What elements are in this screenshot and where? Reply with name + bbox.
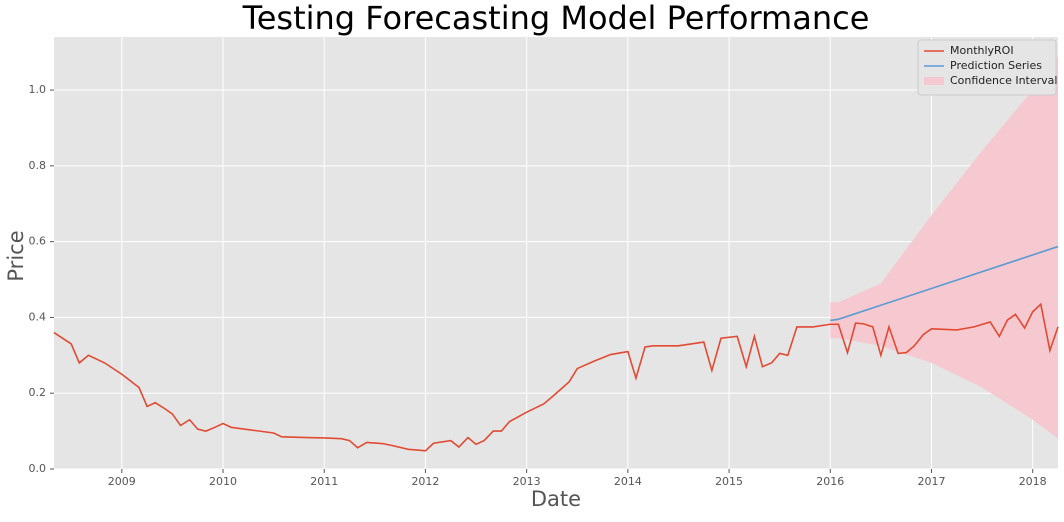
x-tick-label: 2017 (917, 475, 945, 488)
y-tick-label: 0.2 (29, 386, 47, 399)
legend-swatch (924, 77, 944, 85)
plot-area (54, 37, 1058, 469)
y-tick-label: 0.0 (29, 462, 47, 475)
line (830, 245, 1059, 322)
x-tick-label: 2009 (108, 475, 136, 488)
x-tick-label: 2013 (513, 475, 541, 488)
y-axis-label: Price (4, 230, 28, 281)
x-tick-label: 2018 (1019, 475, 1047, 488)
legend-label: Confidence Interval (950, 74, 1057, 87)
legend-label: Prediction Series (950, 59, 1042, 72)
x-tick-label: 2015 (715, 475, 743, 488)
x-tick-label: 2016 (816, 475, 844, 488)
x-tick-label: 2010 (209, 475, 237, 488)
x-axis-label: Date (531, 487, 581, 511)
y-tick-label: 1.0 (29, 83, 47, 96)
legend-box (917, 39, 1057, 96)
y-tick-label: 0.6 (29, 235, 47, 248)
confidence-band (830, 55, 1058, 439)
y-tick-label: 0.8 (29, 159, 47, 172)
x-tick-label: 2011 (310, 475, 338, 488)
chart-title: Testing Forecasting Model Performance (242, 0, 870, 37)
x-tick-label: 2012 (411, 475, 439, 488)
y-tick-label: 0.4 (29, 310, 47, 323)
x-tick-label: 2014 (614, 475, 642, 488)
line (53, 302, 1059, 452)
legend-label: MonthlyROI (950, 44, 1014, 57)
